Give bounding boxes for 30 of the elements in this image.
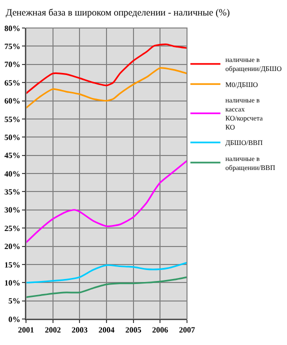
y-tick-label: 50% (4, 132, 20, 142)
y-tick-label: 10% (4, 278, 20, 288)
line-series (26, 262, 187, 284)
x-tick-label: 2001 (18, 326, 34, 335)
y-tick-label: 65% (4, 78, 20, 88)
y-tick-label: 25% (4, 224, 20, 233)
y-tick-label: 40% (4, 169, 20, 178)
x-tick-label: 2002 (44, 326, 61, 335)
line-series (26, 44, 187, 94)
y-tick-label: 30% (4, 206, 20, 215)
y-tick-label: 5% (8, 296, 20, 306)
chart-title: Денежная база в широком определении - наличные (%) (6, 8, 230, 18)
y-tick-label: 35% (4, 187, 20, 196)
x-tick-label: 2003 (72, 326, 88, 335)
y-tick-label: 55% (4, 114, 20, 124)
y-tick-label: 15% (4, 260, 20, 270)
y-tick-label: 45% (4, 151, 20, 160)
y-tick-label: 75% (4, 42, 20, 51)
x-tick-label: 2005 (125, 326, 142, 335)
line-series (26, 276, 187, 298)
x-tick-label: 2006 (152, 326, 168, 335)
x-tick-label: 2004 (98, 326, 114, 335)
y-tick-label: 60% (4, 96, 20, 106)
y-tick-label: 20% (4, 242, 20, 252)
y-tick-label: 80% (4, 24, 20, 33)
line-series (26, 160, 187, 244)
y-tick-label: 0% (8, 314, 20, 324)
x-tick-label: 2007 (179, 326, 195, 335)
y-tick-label: 70% (4, 60, 20, 70)
line-series (26, 67, 187, 109)
